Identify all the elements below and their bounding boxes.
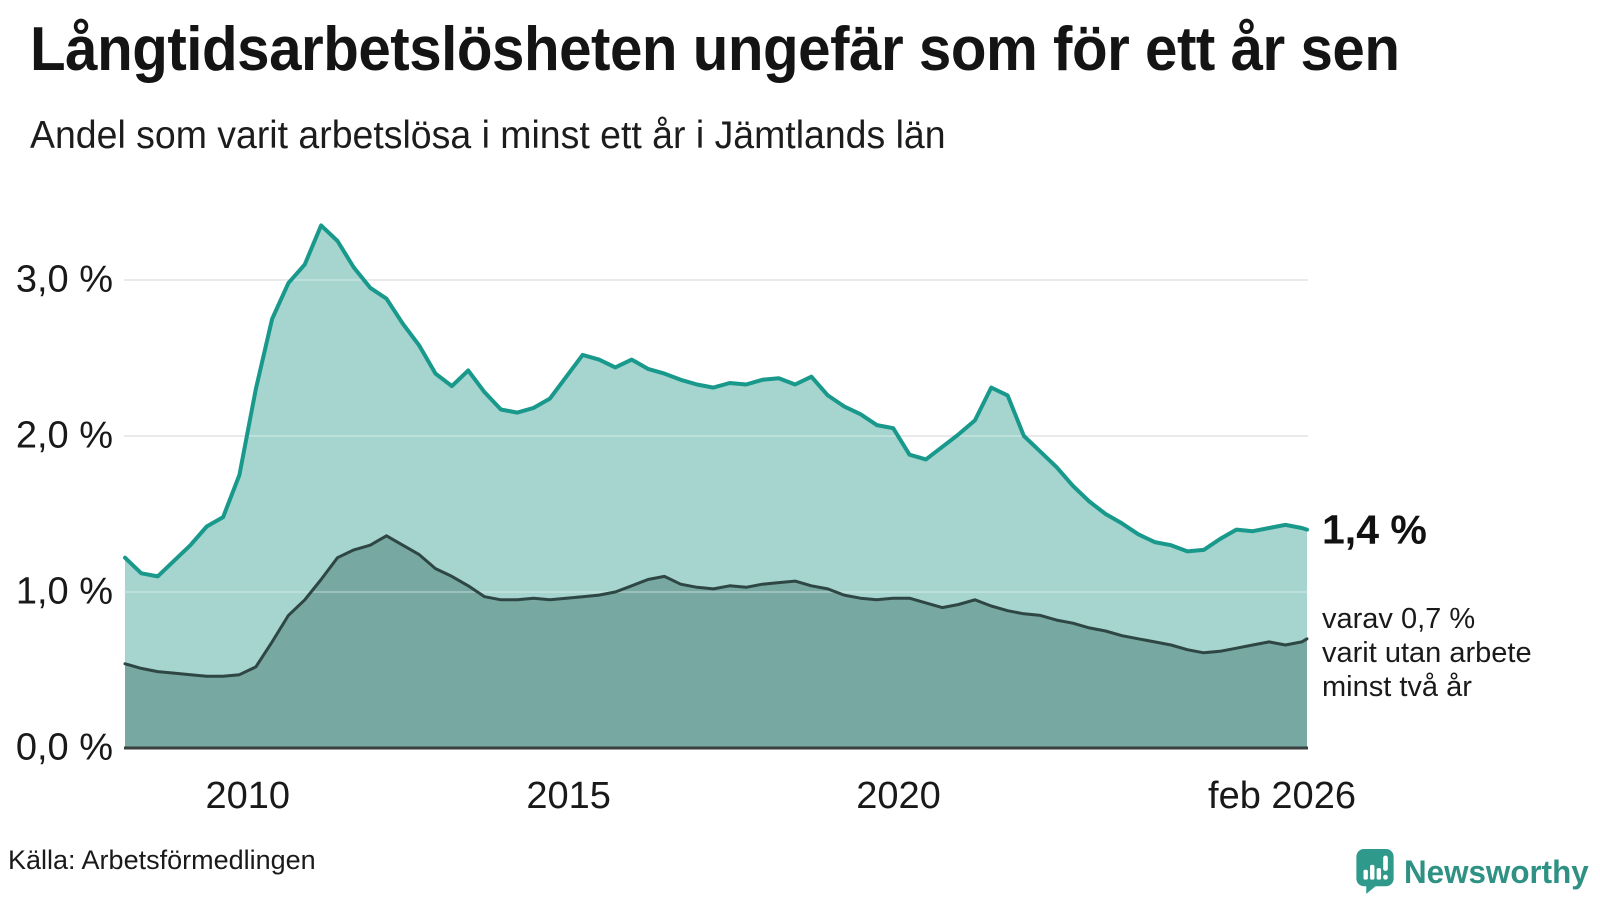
y-tick-label: 2,0 % (15, 414, 113, 457)
annotation-line: varit utan arbete (1322, 636, 1532, 669)
x-tick-label: 2015 (526, 775, 611, 817)
brand-name: Newsworthy (1404, 853, 1589, 890)
gridlines-overlay (124, 279, 1308, 593)
y-tick-label: 1,0 % (15, 570, 113, 613)
latest-value-label: 1,4 % (1322, 506, 1427, 553)
x-tick-label: 2010 (205, 775, 291, 817)
area-fill-min-two-years (125, 535, 1307, 748)
y-tick-label: 3,0 % (15, 258, 113, 301)
secondary-annotation: varav 0,7 % varit utan arbete minst två … (1322, 602, 1532, 704)
annotation-line: minst två år (1322, 670, 1472, 703)
page-subtitle: Andel som varit arbetslösa i minst ett å… (30, 114, 946, 157)
x-tick-label: 2020 (856, 775, 941, 817)
series-line-min-one-year (123, 223, 1309, 579)
annotation-line: varav 0,7 % (1322, 602, 1476, 635)
series-line-min-two-years (123, 534, 1309, 678)
brand-logo: Newsworthy (1356, 849, 1592, 895)
x-tick-label: feb 2026 (1208, 775, 1356, 817)
page-title: Långtidsarbetslösheten ungefär som för e… (30, 15, 1400, 84)
newsworthy-logo-icon (1356, 849, 1394, 894)
y-tick-label: 0,0 % (15, 726, 113, 769)
source-note: Källa: Arbetsförmedlingen (8, 845, 316, 875)
